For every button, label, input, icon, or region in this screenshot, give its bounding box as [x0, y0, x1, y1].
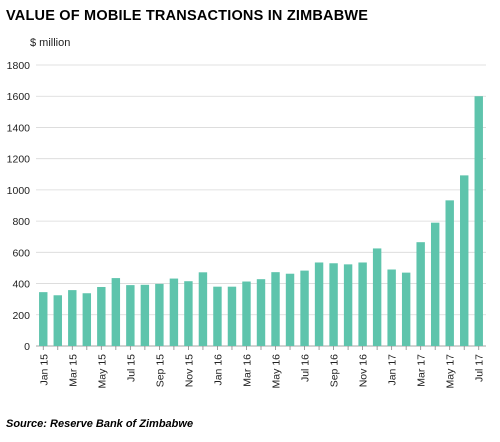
- bar-dec-16: [372, 248, 382, 346]
- bar-mar-15: [68, 290, 77, 346]
- bars: [39, 96, 483, 346]
- bar-oct-15: [169, 278, 179, 346]
- x-tick-label: Nov 16: [358, 354, 370, 387]
- bar-oct-16: [343, 264, 353, 346]
- y-tick-label: 400: [12, 279, 30, 291]
- bar-jun-17: [460, 175, 469, 346]
- x-tick-label: Sep 16: [329, 354, 341, 387]
- y-tick-label: 0: [24, 341, 30, 353]
- y-tick-label: 1400: [7, 122, 31, 134]
- y-tick-label: 600: [12, 247, 30, 259]
- x-tick-label: May 16: [271, 354, 283, 389]
- bar-sep-15: [155, 283, 164, 346]
- x-tick-label: Jul 16: [300, 354, 312, 382]
- bar-jan-15: [39, 292, 48, 346]
- bar-aug-15: [140, 284, 150, 346]
- x-tick-label: Mar 15: [67, 354, 79, 387]
- bar-sep-16: [329, 263, 338, 346]
- x-axis-ticks: Jan 15 Mar 15 May 15 Jul 15 Sep 15 Nov 15 Jan …: [38, 346, 486, 389]
- bar-nov-16: [358, 262, 367, 346]
- chart-title: VALUE OF MOBILE TRANSACTIONS IN ZIMBABWE: [6, 8, 369, 24]
- bar-may-15: [97, 286, 106, 346]
- y-axis-unit: $ million: [30, 37, 71, 49]
- x-tick-label: Nov 15: [183, 354, 195, 387]
- y-tick-label: 1600: [7, 91, 31, 103]
- y-axis-ticks: 0 200 400 600 800 1000 1200 1400 1600 1800: [7, 60, 31, 353]
- x-tick-label: Jul 15: [125, 354, 137, 382]
- x-tick-label: Jan 17: [387, 354, 399, 386]
- x-tick-label: Jan 16: [212, 354, 224, 386]
- y-tick-label: 800: [12, 216, 30, 228]
- bar-aug-16: [314, 262, 324, 346]
- bar-apr-15: [82, 293, 92, 346]
- bar-jul-16: [300, 270, 309, 346]
- y-tick-label: 1200: [7, 154, 31, 166]
- bar-dec-15: [198, 272, 208, 346]
- x-tick-label: May 17: [445, 354, 457, 389]
- x-tick-label: Jul 17: [474, 354, 486, 382]
- y-tick-label: 1800: [7, 60, 31, 72]
- bar-jul-17: [474, 96, 483, 346]
- bar-may-16: [271, 272, 280, 346]
- source-note: Source: Reserve Bank of Zimbabwe: [6, 418, 194, 430]
- x-tick-label: Mar 16: [241, 354, 253, 387]
- bar-feb-16: [227, 286, 237, 346]
- bar-jun-15: [111, 278, 121, 346]
- bar-jan-16: [213, 286, 222, 346]
- bar-may-17: [445, 200, 454, 346]
- x-tick-label: Sep 15: [154, 354, 166, 387]
- x-tick-label: Jan 15: [38, 354, 50, 386]
- bar-mar-17: [416, 242, 425, 346]
- y-tick-label: 200: [12, 310, 30, 322]
- bar-apr-17: [430, 222, 440, 346]
- bar-mar-16: [242, 281, 251, 346]
- bar-jun-16: [285, 273, 295, 346]
- bar-apr-16: [256, 279, 266, 346]
- bar-nov-15: [184, 281, 193, 346]
- gridlines: [36, 64, 486, 347]
- bar-feb-17: [401, 272, 411, 346]
- x-tick-label: May 15: [96, 354, 108, 389]
- bar-jan-17: [387, 269, 396, 346]
- bar-jul-15: [126, 285, 135, 346]
- y-tick-label: 1000: [7, 185, 31, 197]
- bar-feb-15: [53, 295, 62, 346]
- x-tick-label: Mar 17: [416, 354, 428, 387]
